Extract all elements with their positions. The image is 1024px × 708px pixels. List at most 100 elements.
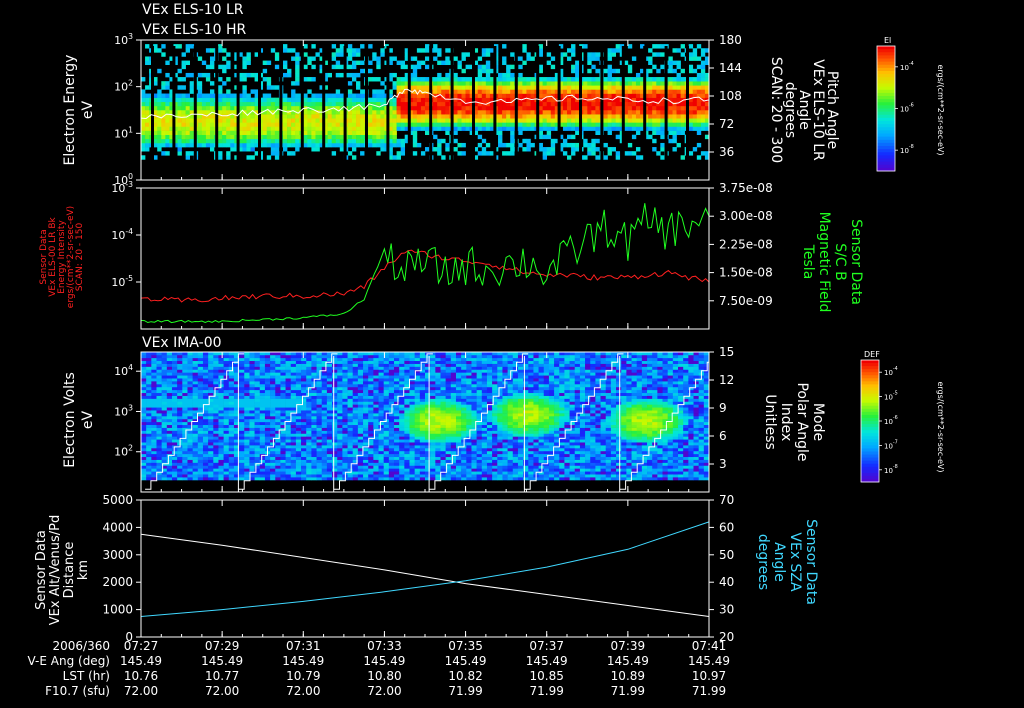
spectrogram-cell bbox=[335, 142, 341, 148]
spectrogram-cell bbox=[352, 442, 359, 446]
spectrogram-cell bbox=[372, 138, 377, 144]
spectrogram-cell bbox=[197, 138, 203, 144]
spectrogram-cell bbox=[280, 360, 286, 364]
spectrogram-cell bbox=[141, 465, 147, 469]
spectrogram-cell bbox=[311, 401, 317, 405]
spectrogram-cell bbox=[151, 392, 157, 396]
spectrogram-cell bbox=[165, 81, 170, 86]
spectrogram-cell bbox=[373, 413, 379, 417]
spectrogram-cell bbox=[234, 97, 239, 103]
spectrogram-cell bbox=[264, 427, 271, 431]
spectrogram-cell bbox=[357, 459, 364, 463]
spectrogram-cell bbox=[259, 398, 266, 402]
spectrogram-cell bbox=[457, 81, 462, 86]
spectrogram-cell bbox=[409, 416, 415, 420]
spectrogram-cell bbox=[378, 410, 384, 414]
spectrogram-cell bbox=[244, 462, 250, 466]
scan-gap bbox=[621, 46, 625, 176]
spectrogram-cell bbox=[522, 60, 527, 66]
spectrogram-cell bbox=[141, 433, 147, 437]
spectrogram-cell bbox=[631, 126, 637, 131]
spectrogram-cell bbox=[187, 462, 193, 466]
spectrogram-cell bbox=[218, 433, 224, 437]
spectrogram-cell bbox=[301, 456, 307, 460]
spectrogram-cell bbox=[404, 407, 410, 411]
spectrogram-cell bbox=[498, 110, 503, 115]
spectrogram-cell bbox=[383, 372, 390, 376]
spectrogram-cell bbox=[291, 142, 296, 148]
spectrogram-cell bbox=[522, 48, 527, 53]
spectrogram-cell bbox=[357, 352, 364, 356]
spectrogram-cell bbox=[485, 81, 491, 86]
spectrogram-cell bbox=[404, 101, 410, 107]
spectrogram-cell bbox=[270, 366, 276, 370]
spectrogram-cell bbox=[306, 398, 312, 402]
spectrogram-cell bbox=[635, 97, 641, 103]
spectrogram-cell bbox=[295, 97, 300, 103]
spectrogram-cell bbox=[246, 60, 251, 66]
spectrogram-cell bbox=[171, 407, 178, 411]
spectrogram-cell bbox=[316, 354, 323, 359]
spectrogram-cell bbox=[192, 401, 199, 405]
spectrogram-cell bbox=[640, 126, 645, 131]
spectrogram-cell bbox=[567, 142, 572, 148]
spectrogram-cell bbox=[445, 122, 450, 127]
spectrogram-cell bbox=[177, 101, 182, 107]
spectrogram-cell bbox=[197, 352, 204, 356]
spectrogram-cell bbox=[408, 97, 414, 103]
spectrogram-cell bbox=[603, 77, 608, 82]
spectrogram-cell bbox=[399, 465, 405, 469]
spectrogram-cell bbox=[538, 118, 543, 123]
spectrogram-cell bbox=[213, 477, 219, 481]
spectrogram-cell bbox=[640, 122, 645, 127]
spectrogram-cell bbox=[244, 450, 250, 455]
spectrogram-cell bbox=[660, 97, 665, 103]
spectrogram-cell bbox=[337, 459, 343, 463]
spectrogram-cell bbox=[546, 101, 552, 107]
spectrogram-cell bbox=[192, 430, 199, 434]
spectrogram-cell bbox=[437, 89, 442, 94]
spectrogram-cell bbox=[218, 439, 224, 443]
spectrogram-cell bbox=[420, 151, 426, 156]
spectrogram-cell bbox=[342, 381, 348, 385]
spectrogram-cell bbox=[233, 363, 240, 367]
spectrogram-cell bbox=[259, 424, 266, 428]
spectrogram-cell bbox=[169, 126, 174, 131]
spectrogram-cell bbox=[197, 89, 203, 94]
spectrogram-cell bbox=[583, 118, 588, 123]
spectrogram-cell bbox=[453, 118, 458, 123]
spectrogram-cell bbox=[425, 105, 430, 111]
spectrogram-cell bbox=[259, 384, 266, 388]
spectrogram-cell bbox=[692, 126, 698, 131]
spectrogram-cell bbox=[171, 392, 178, 396]
spectrogram-cell bbox=[233, 357, 240, 362]
spectrogram-cell bbox=[182, 357, 188, 362]
spectrogram-cell bbox=[676, 81, 681, 86]
spectrogram-cell bbox=[182, 395, 188, 399]
spectrogram-cell bbox=[222, 130, 227, 136]
spectrogram-cell bbox=[290, 360, 297, 364]
spectrogram-cell bbox=[285, 430, 292, 434]
spectrogram-cell bbox=[141, 448, 147, 452]
spectrogram-cell bbox=[550, 89, 556, 94]
spectrogram-cell bbox=[264, 352, 271, 356]
spectrogram-cell bbox=[607, 126, 612, 131]
spectrogram-cell bbox=[197, 56, 203, 61]
spectrogram-cell bbox=[316, 445, 323, 449]
spectrogram-cell bbox=[404, 378, 410, 382]
spectrogram-cell bbox=[554, 101, 560, 107]
spectrogram-cell bbox=[419, 416, 426, 420]
spectrogram-cell bbox=[342, 442, 348, 446]
spectrogram-cell bbox=[244, 401, 250, 405]
spectrogram-cell bbox=[558, 56, 564, 61]
spectrogram-cell bbox=[332, 378, 338, 382]
spectrogram-cell bbox=[151, 462, 157, 466]
spectrogram-cell bbox=[469, 130, 474, 136]
spectrogram-cell bbox=[672, 68, 677, 74]
spectrogram-cell bbox=[332, 436, 338, 440]
spectrogram-cell bbox=[477, 89, 483, 94]
spectrogram-cell bbox=[171, 448, 178, 452]
spectrogram-cell bbox=[218, 155, 223, 160]
spectrogram-cell bbox=[311, 462, 317, 466]
spectrogram-cell bbox=[223, 448, 230, 452]
